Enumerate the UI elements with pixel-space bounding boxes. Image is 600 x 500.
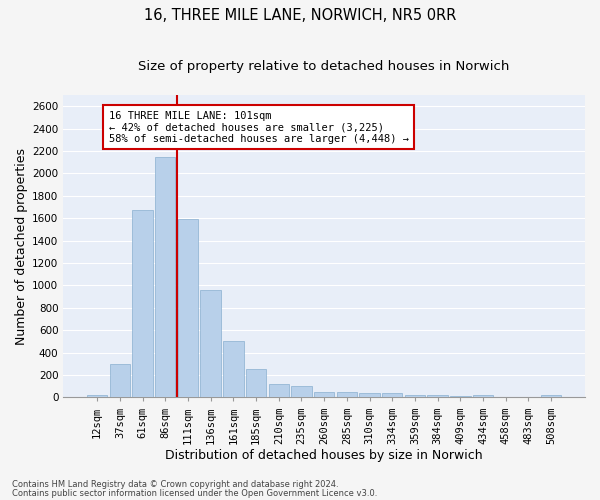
Bar xyxy=(223,341,244,398)
Bar xyxy=(496,397,516,398)
Bar xyxy=(405,395,425,398)
Bar xyxy=(541,394,561,398)
Y-axis label: Number of detached properties: Number of detached properties xyxy=(15,148,28,344)
Text: Contains public sector information licensed under the Open Government Licence v3: Contains public sector information licen… xyxy=(12,488,377,498)
Bar xyxy=(155,156,175,398)
Bar xyxy=(291,386,311,398)
Bar xyxy=(178,219,198,398)
Bar xyxy=(382,394,403,398)
Text: Contains HM Land Registry data © Crown copyright and database right 2024.: Contains HM Land Registry data © Crown c… xyxy=(12,480,338,489)
Bar xyxy=(337,392,357,398)
Bar xyxy=(87,394,107,398)
Bar xyxy=(473,395,493,398)
Bar xyxy=(133,210,153,398)
Bar xyxy=(314,392,334,398)
Bar xyxy=(110,364,130,398)
Bar xyxy=(246,370,266,398)
Bar xyxy=(427,395,448,398)
Text: 16 THREE MILE LANE: 101sqm
← 42% of detached houses are smaller (3,225)
58% of s: 16 THREE MILE LANE: 101sqm ← 42% of deta… xyxy=(109,110,409,144)
Bar xyxy=(359,394,380,398)
Bar xyxy=(518,397,539,398)
Title: Size of property relative to detached houses in Norwich: Size of property relative to detached ho… xyxy=(139,60,510,73)
Bar xyxy=(269,384,289,398)
X-axis label: Distribution of detached houses by size in Norwich: Distribution of detached houses by size … xyxy=(166,450,483,462)
Text: 16, THREE MILE LANE, NORWICH, NR5 0RR: 16, THREE MILE LANE, NORWICH, NR5 0RR xyxy=(144,8,456,22)
Bar xyxy=(450,396,470,398)
Bar xyxy=(200,290,221,398)
